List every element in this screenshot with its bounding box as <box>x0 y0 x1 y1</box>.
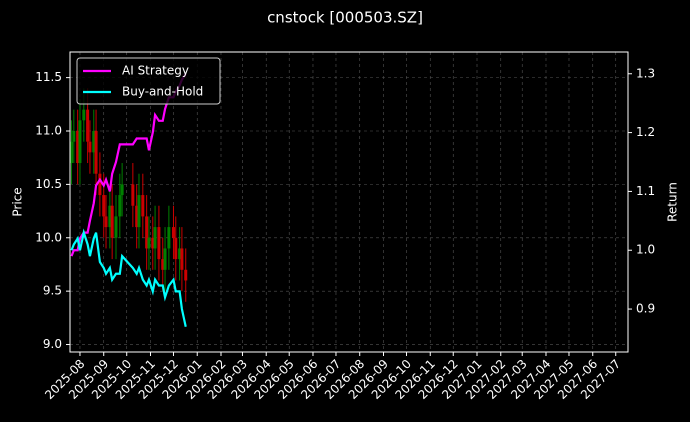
candle-body <box>161 259 165 270</box>
candle-body <box>178 248 182 260</box>
y2-tick-label: 1.1 <box>636 184 655 198</box>
legend-label: Buy-and-Hold <box>122 85 203 99</box>
candle-body <box>102 195 106 217</box>
candle-body <box>104 216 108 228</box>
candle-body <box>98 173 102 196</box>
candle-body <box>92 131 96 153</box>
return-line <box>70 228 187 327</box>
candle-body <box>145 216 149 249</box>
y-tick-label: 9.0 <box>43 337 62 351</box>
y-tick-label: 10.0 <box>35 230 62 244</box>
plot-frame <box>69 51 629 353</box>
y2-axis-label: Return <box>666 182 680 222</box>
chart-title: cnstock [000503.SZ] <box>267 9 423 27</box>
candle-body <box>174 237 178 260</box>
candle-body <box>147 237 151 249</box>
candle-body <box>184 269 188 281</box>
candle-body <box>131 184 135 206</box>
y2-tick-label: 1.3 <box>636 66 655 80</box>
y-tick-label: 11.0 <box>35 124 62 138</box>
legend-label: AI Strategy <box>122 64 189 78</box>
candle-body <box>78 120 82 164</box>
y-tick-label: 11.5 <box>35 70 62 84</box>
candle-body <box>118 195 122 217</box>
candle-body <box>137 195 141 228</box>
candle-body <box>76 131 80 164</box>
legend-box <box>76 57 221 105</box>
candle-body <box>135 205 139 228</box>
candle-body <box>171 227 175 238</box>
candle-body <box>153 227 157 249</box>
candle-body <box>88 141 92 153</box>
candle-body <box>108 205 112 228</box>
candle-body <box>151 237 155 249</box>
candle-body <box>86 109 90 142</box>
candle-body <box>110 205 114 238</box>
candle-body <box>82 109 86 121</box>
candle-body <box>157 227 161 260</box>
candle-body <box>120 184 124 196</box>
y2-tick-label: 1.2 <box>636 125 655 139</box>
candle-body <box>94 131 98 174</box>
y-axis-label: Price <box>11 187 25 216</box>
candle-body <box>141 195 145 217</box>
y2-tick-label: 0.9 <box>636 302 655 316</box>
y-tick-label: 10.5 <box>35 177 62 191</box>
candle-body <box>114 216 118 238</box>
candle-body <box>167 227 171 249</box>
candle-body <box>72 131 76 142</box>
y2-tick-label: 1.0 <box>636 243 655 257</box>
candle-body <box>70 141 74 164</box>
y-tick-label: 9.5 <box>43 284 62 298</box>
candle-body <box>180 248 184 270</box>
candle-body <box>163 248 167 270</box>
